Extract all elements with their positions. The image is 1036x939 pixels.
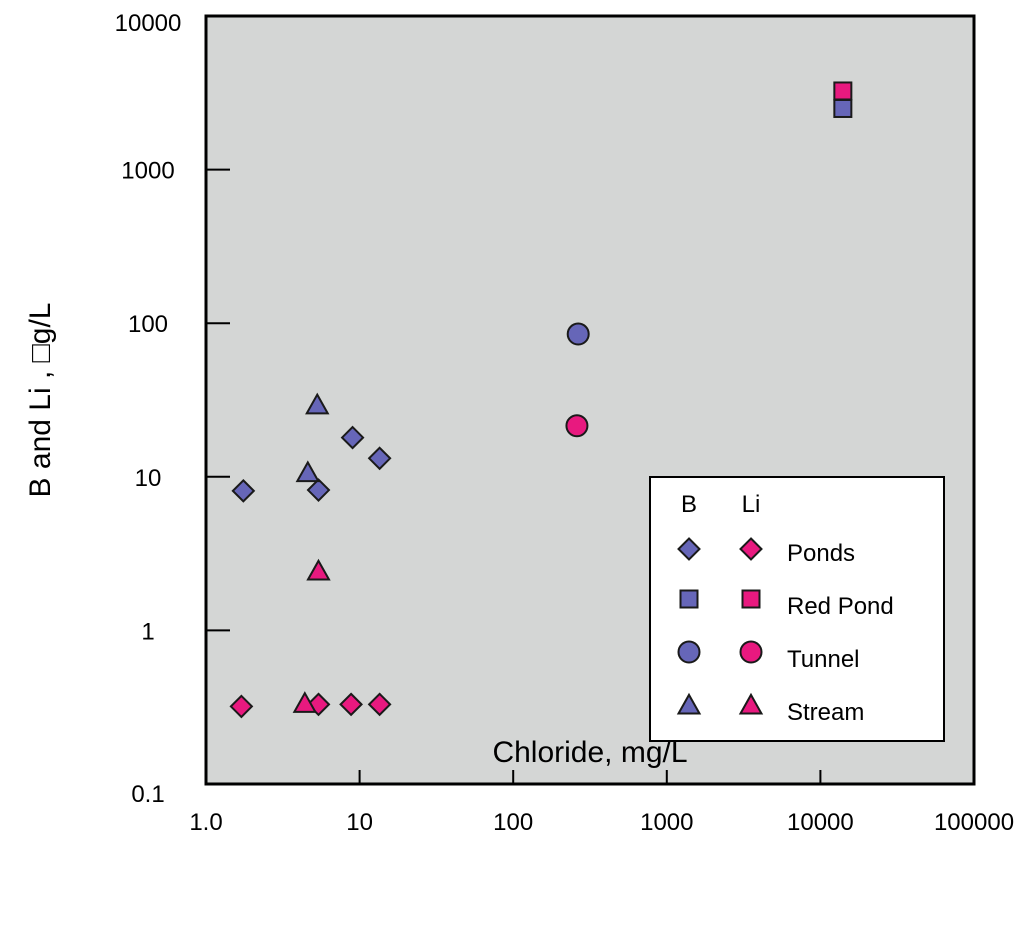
data-markers	[229, 81, 853, 719]
x-tick-label: 1000	[640, 809, 693, 836]
x-tick-label: 10	[346, 809, 373, 836]
data-point-b-red-pond	[833, 98, 853, 118]
data-point-b-ponds	[231, 478, 256, 503]
x-tick-label: 10000	[787, 809, 854, 836]
x-tick-label: 100	[493, 809, 533, 836]
legend-marker-b-stream	[676, 692, 702, 715]
data-point-li-tunnel	[565, 414, 589, 438]
data-point-b-stream	[295, 460, 321, 483]
legend-marker-b-ponds	[677, 537, 701, 561]
x-tick-label: 1.0	[189, 809, 222, 836]
legend-marker-b-red-pond	[679, 589, 699, 609]
legend-markers	[676, 537, 764, 715]
y-tick-label: 10	[135, 465, 162, 492]
legend-marker-li-tunnel	[739, 640, 763, 664]
y-axis-title: B and Li , □g/L	[24, 303, 57, 498]
legend-label-stream: Stream	[787, 699, 864, 726]
legend-marker-b-tunnel	[677, 640, 701, 664]
data-point-li-stream	[306, 558, 331, 581]
data-point-li-red-pond	[833, 81, 853, 101]
data-point-li-ponds	[367, 692, 392, 717]
legend-label-ponds: Ponds	[787, 540, 855, 567]
legend-header-b: B	[681, 491, 697, 518]
legend-box	[649, 476, 945, 742]
data-point-b-ponds	[367, 446, 392, 471]
data-point-b-ponds	[340, 425, 365, 450]
axis-ticks: 1.0 10 100 1000 10000 100000 0.1 1 10 100 1000 1000…	[115, 10, 1014, 836]
legend-label-red-pond: Red Pond	[787, 593, 894, 620]
legend-marker-li-red-pond	[741, 589, 761, 609]
y-tick-label: 1	[141, 618, 154, 645]
legend-marker-li-stream	[738, 692, 764, 715]
legend-marker-li-ponds	[739, 537, 763, 561]
y-tick-label: 10000	[115, 10, 182, 37]
y-tick-label: 0.1	[131, 781, 164, 808]
data-point-b-tunnel	[566, 322, 590, 346]
data-point-li-ponds	[229, 694, 254, 719]
y-tick-label: 1000	[121, 158, 174, 185]
legend-header-li: Li	[742, 491, 761, 518]
legend-label-tunnel: Tunnel	[787, 646, 860, 673]
data-point-li-stream	[292, 691, 318, 713]
data-point-li-ponds	[339, 692, 363, 717]
x-tick-label: 100000	[934, 809, 1014, 836]
y-tick-label: 100	[128, 311, 168, 338]
legend: B Li Ponds Red Pond Tunnel Stream	[649, 476, 945, 742]
data-point-b-ponds	[306, 478, 331, 502]
data-point-b-stream	[305, 392, 330, 415]
